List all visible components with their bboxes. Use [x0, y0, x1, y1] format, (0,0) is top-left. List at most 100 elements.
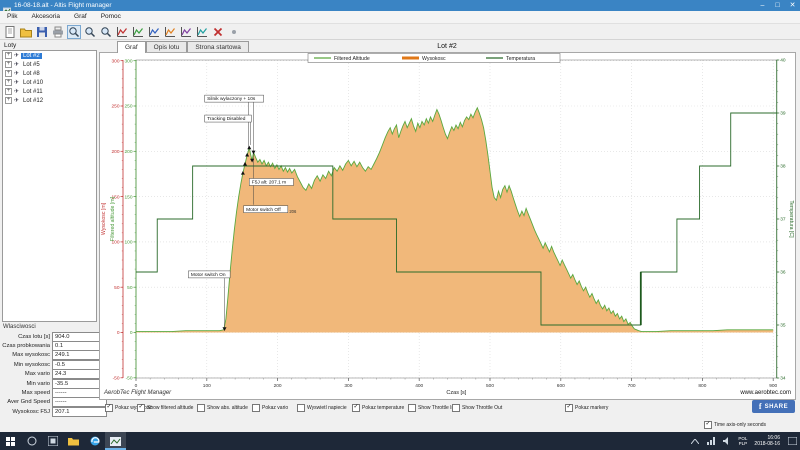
tab-graf[interactable]: Graf [117, 41, 146, 53]
annotation-text: Tracking Disabled [207, 116, 246, 122]
taskbar-clock[interactable]: 16:06 2018-08-16 [750, 435, 784, 447]
app-window-icon [2, 2, 12, 14]
tree-item-lot-5[interactable]: ✈Lot #5 [3, 60, 96, 69]
facebook-icon: f [758, 402, 762, 411]
browser-icon[interactable] [84, 432, 105, 450]
print-icon[interactable] [51, 25, 65, 39]
legend-label: Wysokosc [422, 56, 446, 62]
option-pokaz-temperature[interactable]: Pokaz temperature [352, 404, 404, 412]
axis-wysokosc-title: Wysokosc [m] [101, 202, 107, 235]
file-explorer-icon[interactable] [63, 432, 84, 450]
start-button[interactable] [0, 432, 21, 450]
property-row: Czas lotu [s] 904.0 [0, 331, 108, 342]
tree-item-label: Lot #5 [23, 61, 40, 68]
checkbox[interactable] [408, 404, 416, 412]
share-button[interactable]: f SHARE [752, 400, 795, 413]
chart-vario-icon[interactable] [131, 25, 145, 39]
time-axis-option[interactable]: Time axis-only seconds [704, 421, 766, 429]
axis-czas-tick-label: 400 [415, 383, 423, 389]
checkbox[interactable] [252, 404, 260, 412]
open-file-icon[interactable] [19, 25, 33, 39]
tree-item-label: Lot #11 [23, 88, 43, 95]
chart-markers-icon[interactable] [195, 25, 209, 39]
property-label: Min vario [26, 380, 50, 387]
tree-item-lot-2[interactable]: ✈Lot #2 [3, 51, 96, 60]
search-icon[interactable] [21, 432, 42, 450]
maximize-button[interactable]: □ [775, 2, 780, 9]
chart-temperature-icon[interactable] [163, 25, 177, 39]
chart-altitude-icon[interactable] [115, 25, 129, 39]
flight-marker [240, 170, 245, 175]
tree-item-lot-10[interactable]: ✈Lot #10 [3, 78, 96, 87]
flights-tree[interactable]: ✈Lot #2✈Lot #5✈Lot #8✈Lot #10✈Lot #11✈Lo… [2, 50, 97, 322]
zoom-reset-icon[interactable] [99, 25, 113, 39]
expander-icon[interactable] [5, 97, 12, 104]
option-pokaz-markery[interactable]: Pokaz markery [565, 404, 608, 412]
zoom-out-icon[interactable] [83, 25, 97, 39]
menu-item-pomoc[interactable]: Pomoc [100, 13, 121, 20]
tree-item-lot-11[interactable]: ✈Lot #11 [3, 87, 96, 96]
annotation-box [243, 205, 289, 213]
action-center-icon[interactable] [784, 432, 800, 450]
new-file-icon[interactable] [3, 25, 17, 39]
annotation-text: Silnik wylaczony + 10s [207, 96, 256, 102]
time-axis-label: Time axis-only seconds [714, 422, 767, 428]
checkbox[interactable] [297, 404, 305, 412]
chart-throttle-icon[interactable] [179, 25, 193, 39]
option-show-filtered-altitude[interactable]: Show filtered altitude [137, 404, 193, 412]
tab-opis-lotu[interactable]: Opis lotu [145, 41, 188, 53]
axis-filtered-altitude-tick-label: -50 [126, 376, 133, 382]
chart-voltage-icon[interactable] [147, 25, 161, 39]
taskbar: POL PLP 16:06 2018-08-16 [0, 432, 800, 450]
save-icon[interactable] [35, 25, 49, 39]
option-show-abs-altitude[interactable]: Show abs. altitude [197, 404, 248, 412]
close-button[interactable]: ✕ [789, 2, 796, 9]
axis-czas-title: Czas [s] [446, 390, 466, 396]
menu-item-plik[interactable]: Plik [7, 13, 18, 20]
network-icon[interactable] [703, 432, 719, 450]
option-wyswietl-napiecie[interactable]: Wyswietl napiecie [297, 404, 347, 412]
property-label: Max wysokosc [12, 352, 50, 359]
expander-icon[interactable] [5, 88, 12, 95]
expander-icon[interactable] [5, 79, 12, 86]
expander-icon[interactable] [5, 52, 12, 59]
option-pokaz-vario[interactable]: Pokaz vario [252, 404, 288, 412]
time-axis-checkbox[interactable] [704, 421, 712, 429]
checkbox[interactable] [197, 404, 205, 412]
zoom-in-icon[interactable] [67, 24, 81, 39]
axis-temperatura-tick-label: 35 [780, 323, 786, 329]
glider-icon: ✈ [14, 53, 20, 59]
minimize-button[interactable]: – [760, 2, 765, 9]
checkbox[interactable] [452, 404, 460, 412]
tab-strona-startowa[interactable]: Strona startowa [187, 41, 249, 53]
expander-icon[interactable] [5, 70, 12, 77]
language-indicator[interactable]: POL PLP [735, 436, 750, 446]
branding-right: www.aerobtec.com [739, 390, 791, 396]
property-row: Min wysokosc -0.5 [0, 359, 108, 370]
checkbox[interactable] [352, 404, 360, 412]
tree-item-lot-12[interactable]: ✈Lot #12 [3, 96, 96, 105]
checkbox[interactable] [565, 404, 573, 412]
options-icon[interactable] [227, 25, 241, 39]
checkbox[interactable] [137, 404, 145, 412]
properties-rows: Czas lotu [s] 904.0 Czas probkowania 0.1 Max… [0, 331, 108, 417]
task-view-icon[interactable] [42, 432, 63, 450]
menu-item-graf[interactable]: Graf [74, 13, 87, 20]
legend-box [307, 53, 561, 63]
tree-item-lot-8[interactable]: ✈Lot #8 [3, 69, 96, 78]
option-show-throttle-in[interactable]: Show Throttle In [408, 404, 454, 412]
display-options-row: Pokaz wysokoscShow filtered altitude Show… [0, 402, 800, 414]
checkbox[interactable] [105, 404, 113, 412]
taskbar-app-flight-manager[interactable] [105, 432, 126, 450]
option-show-throttle-out[interactable]: Show Throttle Out [452, 404, 502, 412]
delete-icon[interactable] [211, 25, 225, 39]
chart-panel: 300 250 200 150 100 50 0 -50 Wysokosc [m] 300 250 2… [99, 52, 796, 400]
option-pokaz-wysokosc[interactable]: Pokaz wysokosc [105, 404, 152, 412]
menu-item-akcesoria[interactable]: Akcesoria [31, 13, 61, 20]
language-bottom: PLP [738, 441, 748, 446]
volume-icon[interactable] [719, 432, 735, 450]
tray-chevron-icon[interactable] [687, 432, 703, 450]
glider-icon: ✈ [14, 80, 20, 86]
expander-icon[interactable] [5, 61, 12, 68]
